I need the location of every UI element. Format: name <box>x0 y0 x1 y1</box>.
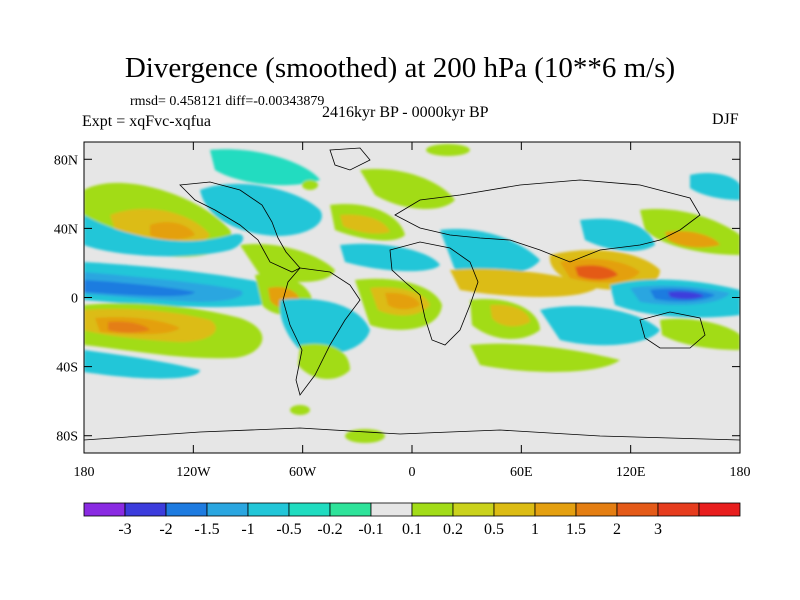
y-tick-label: 0 <box>71 292 78 307</box>
coastline-greenland <box>329 147 371 171</box>
season-label: DJF <box>712 111 739 128</box>
latitude-axis: 80N 40N 0 40S 80S <box>54 153 740 445</box>
contour-region <box>668 291 704 300</box>
colorbar-label: 2 <box>613 521 621 538</box>
colorbar-swatch <box>370 502 413 517</box>
x-tick-label: 120E <box>616 465 646 480</box>
y-tick-label: 40S <box>56 361 78 376</box>
colorbar-swatch <box>411 502 454 517</box>
contour-region <box>470 343 620 372</box>
contour-region <box>302 180 318 190</box>
contour-region <box>84 215 244 257</box>
colorbar-label: -0.2 <box>317 521 342 538</box>
contour-region <box>200 183 322 236</box>
coastline-south-america <box>282 267 361 396</box>
x-tick-label: 60E <box>510 465 533 480</box>
contour-region <box>360 169 455 210</box>
chart-title: Divergence (smoothed) at 200 hPa (10**6 … <box>124 52 676 84</box>
period-label: 2416kyr BP - 0000kyr BP <box>322 104 489 121</box>
contour-region <box>450 268 600 297</box>
contour-region <box>340 243 440 272</box>
colorbar-label: -0.1 <box>358 521 383 538</box>
diff-value: -0.00343879 <box>253 94 325 109</box>
colorbar-swatch <box>247 502 290 517</box>
contour-region <box>84 280 195 297</box>
contour-region <box>298 343 350 380</box>
contour-region <box>385 292 420 310</box>
colorbar-label: -0.5 <box>276 521 301 538</box>
coastline-eurasia <box>394 179 701 263</box>
contour-region <box>440 229 540 276</box>
colorbar-label: 1.5 <box>566 521 586 538</box>
contour-region <box>210 149 320 186</box>
colorbar-label: 0.2 <box>443 521 463 538</box>
colorbar-label: 0.1 <box>402 521 422 538</box>
stats-line: rmsd= 0.458121 diff=-0.00343879 <box>130 94 324 110</box>
x-tick-label: 0 <box>409 465 416 480</box>
rmsd-value: 0.458121 <box>169 94 222 109</box>
colorbar-swatch <box>288 502 331 517</box>
diff-label: diff= <box>225 94 254 109</box>
colorbar-swatch <box>575 502 618 517</box>
y-tick-label: 40N <box>54 222 78 237</box>
contour-region <box>426 144 470 156</box>
contour-region <box>490 304 530 327</box>
contour-region <box>290 405 310 415</box>
colorbar-swatch <box>206 502 249 517</box>
contour-region <box>690 173 740 200</box>
colorbar-swatch <box>83 502 126 517</box>
contour-region <box>660 318 740 350</box>
contour-region <box>150 222 195 240</box>
contour-fields <box>84 144 740 443</box>
colorbar-label: -3 <box>118 521 131 538</box>
colorbar-swatch <box>329 502 372 517</box>
colorbar-swatch <box>493 502 536 517</box>
contour-region <box>279 298 370 354</box>
colorbar-label: 3 <box>654 521 662 538</box>
y-tick-label: 80N <box>54 153 78 168</box>
colorbar-label: -1.5 <box>194 521 219 538</box>
colorbar-swatch <box>534 502 577 517</box>
x-tick-label: 120W <box>176 465 211 480</box>
contour-region <box>240 244 335 282</box>
colorbar-label: 1 <box>531 521 539 538</box>
y-tick-label: 80S <box>56 430 78 445</box>
contour-region <box>84 350 200 379</box>
contour-region <box>665 230 720 248</box>
colorbar-swatch <box>698 502 741 517</box>
contour-region <box>540 306 660 346</box>
colorbar-swatch <box>452 502 495 517</box>
colorbar-label: -1 <box>241 521 254 538</box>
colorbar-swatch <box>165 502 208 517</box>
map-panel <box>84 142 740 453</box>
coastlines <box>84 147 740 441</box>
colorbar-swatch <box>616 502 659 517</box>
colorbar-swatch <box>657 502 700 517</box>
coastline-australia <box>639 311 706 349</box>
colorbar-swatch <box>124 502 167 517</box>
x-tick-label: 180 <box>74 465 95 480</box>
rmsd-label: rmsd= <box>130 94 166 109</box>
contour-region <box>340 214 390 234</box>
contour-region <box>575 265 618 280</box>
coastline-antarctica <box>84 427 740 441</box>
colorbar: -3 -2 -1.5 -1 -0.5 -0.2 -0.1 0.1 0.2 0.5 1 1.5 2 3 <box>83 502 741 538</box>
longitude-axis: 180 120W 60W 0 60E 120E 180 <box>74 142 751 480</box>
coastline-africa <box>389 241 479 346</box>
colorbar-label: 0.5 <box>484 521 504 538</box>
experiment-label: Expt = xqFvc-xqfua <box>82 113 211 130</box>
contour-region <box>108 321 150 333</box>
x-tick-label: 180 <box>730 465 751 480</box>
contour-region <box>580 218 655 252</box>
colorbar-label: -2 <box>159 521 172 538</box>
x-tick-label: 60W <box>289 465 317 480</box>
